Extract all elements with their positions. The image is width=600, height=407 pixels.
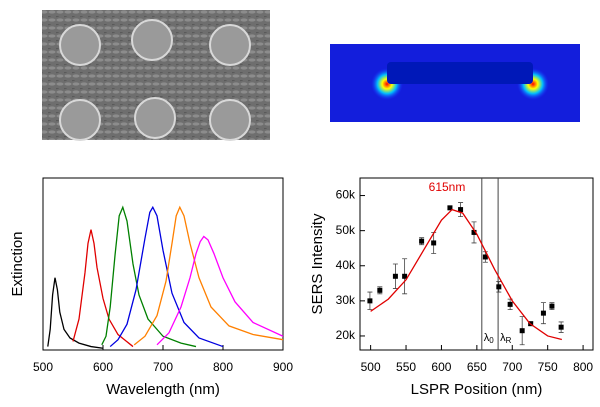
x-axis-label: Wavelength (nm) (106, 381, 220, 398)
x-tick-label: 500 (361, 360, 381, 374)
x-tick-label: 900 (273, 360, 293, 374)
data-point (447, 205, 453, 211)
x-tick-label: 500 (33, 360, 53, 374)
data-point (367, 298, 373, 304)
data-point (507, 301, 513, 307)
data-point (540, 310, 546, 316)
marker-label: λ0 (484, 332, 495, 345)
x-tick-label: 600 (93, 360, 113, 374)
data-point (482, 254, 488, 260)
data-point (519, 328, 525, 334)
marker-symbol: λ (484, 332, 490, 344)
y-tick-label: 30k (336, 293, 356, 307)
data-point (377, 287, 383, 293)
y-axis-label: Extinction (9, 231, 26, 296)
x-axis-label: LSPR Position (nm) (411, 381, 543, 398)
data-point (392, 273, 398, 279)
x-tick-label: 600 (431, 360, 451, 374)
data-point (496, 284, 502, 290)
data-point (458, 207, 464, 213)
data-line (133, 205, 284, 346)
data-line (47, 277, 104, 349)
data-point (549, 303, 555, 309)
y-tick-label: 40k (336, 258, 356, 272)
x-tick-label: 550 (396, 360, 416, 374)
y-tick-label: 60k (336, 188, 356, 202)
y-tick-label: 50k (336, 223, 356, 237)
x-tick-label: 700 (502, 360, 522, 374)
data-line (72, 229, 134, 348)
y-axis-label: SERS Intensity (309, 213, 326, 314)
marker-subscript: R (506, 336, 512, 345)
data-line (156, 235, 284, 346)
data-line (109, 205, 224, 348)
data-point (402, 273, 408, 279)
marker-label: λR (500, 332, 512, 345)
data-line (101, 205, 197, 348)
x-tick-label: 800 (573, 360, 593, 374)
x-tick-label: 700 (153, 360, 173, 374)
x-tick-label: 750 (538, 360, 558, 374)
marker-subscript: 0 (489, 336, 494, 345)
data-point (431, 240, 437, 246)
sem-image (42, 10, 270, 141)
data-point (471, 229, 477, 235)
y-tick-label: 20k (336, 328, 356, 342)
data-point (558, 324, 564, 330)
x-tick-label: 650 (467, 360, 487, 374)
marker-symbol: λ (500, 332, 506, 344)
plot-frame (42, 177, 284, 351)
annotation: 615nm (429, 180, 466, 194)
data-line (370, 208, 562, 341)
data-point (419, 238, 425, 244)
x-tick-label: 800 (213, 360, 233, 374)
field-map (330, 44, 580, 122)
